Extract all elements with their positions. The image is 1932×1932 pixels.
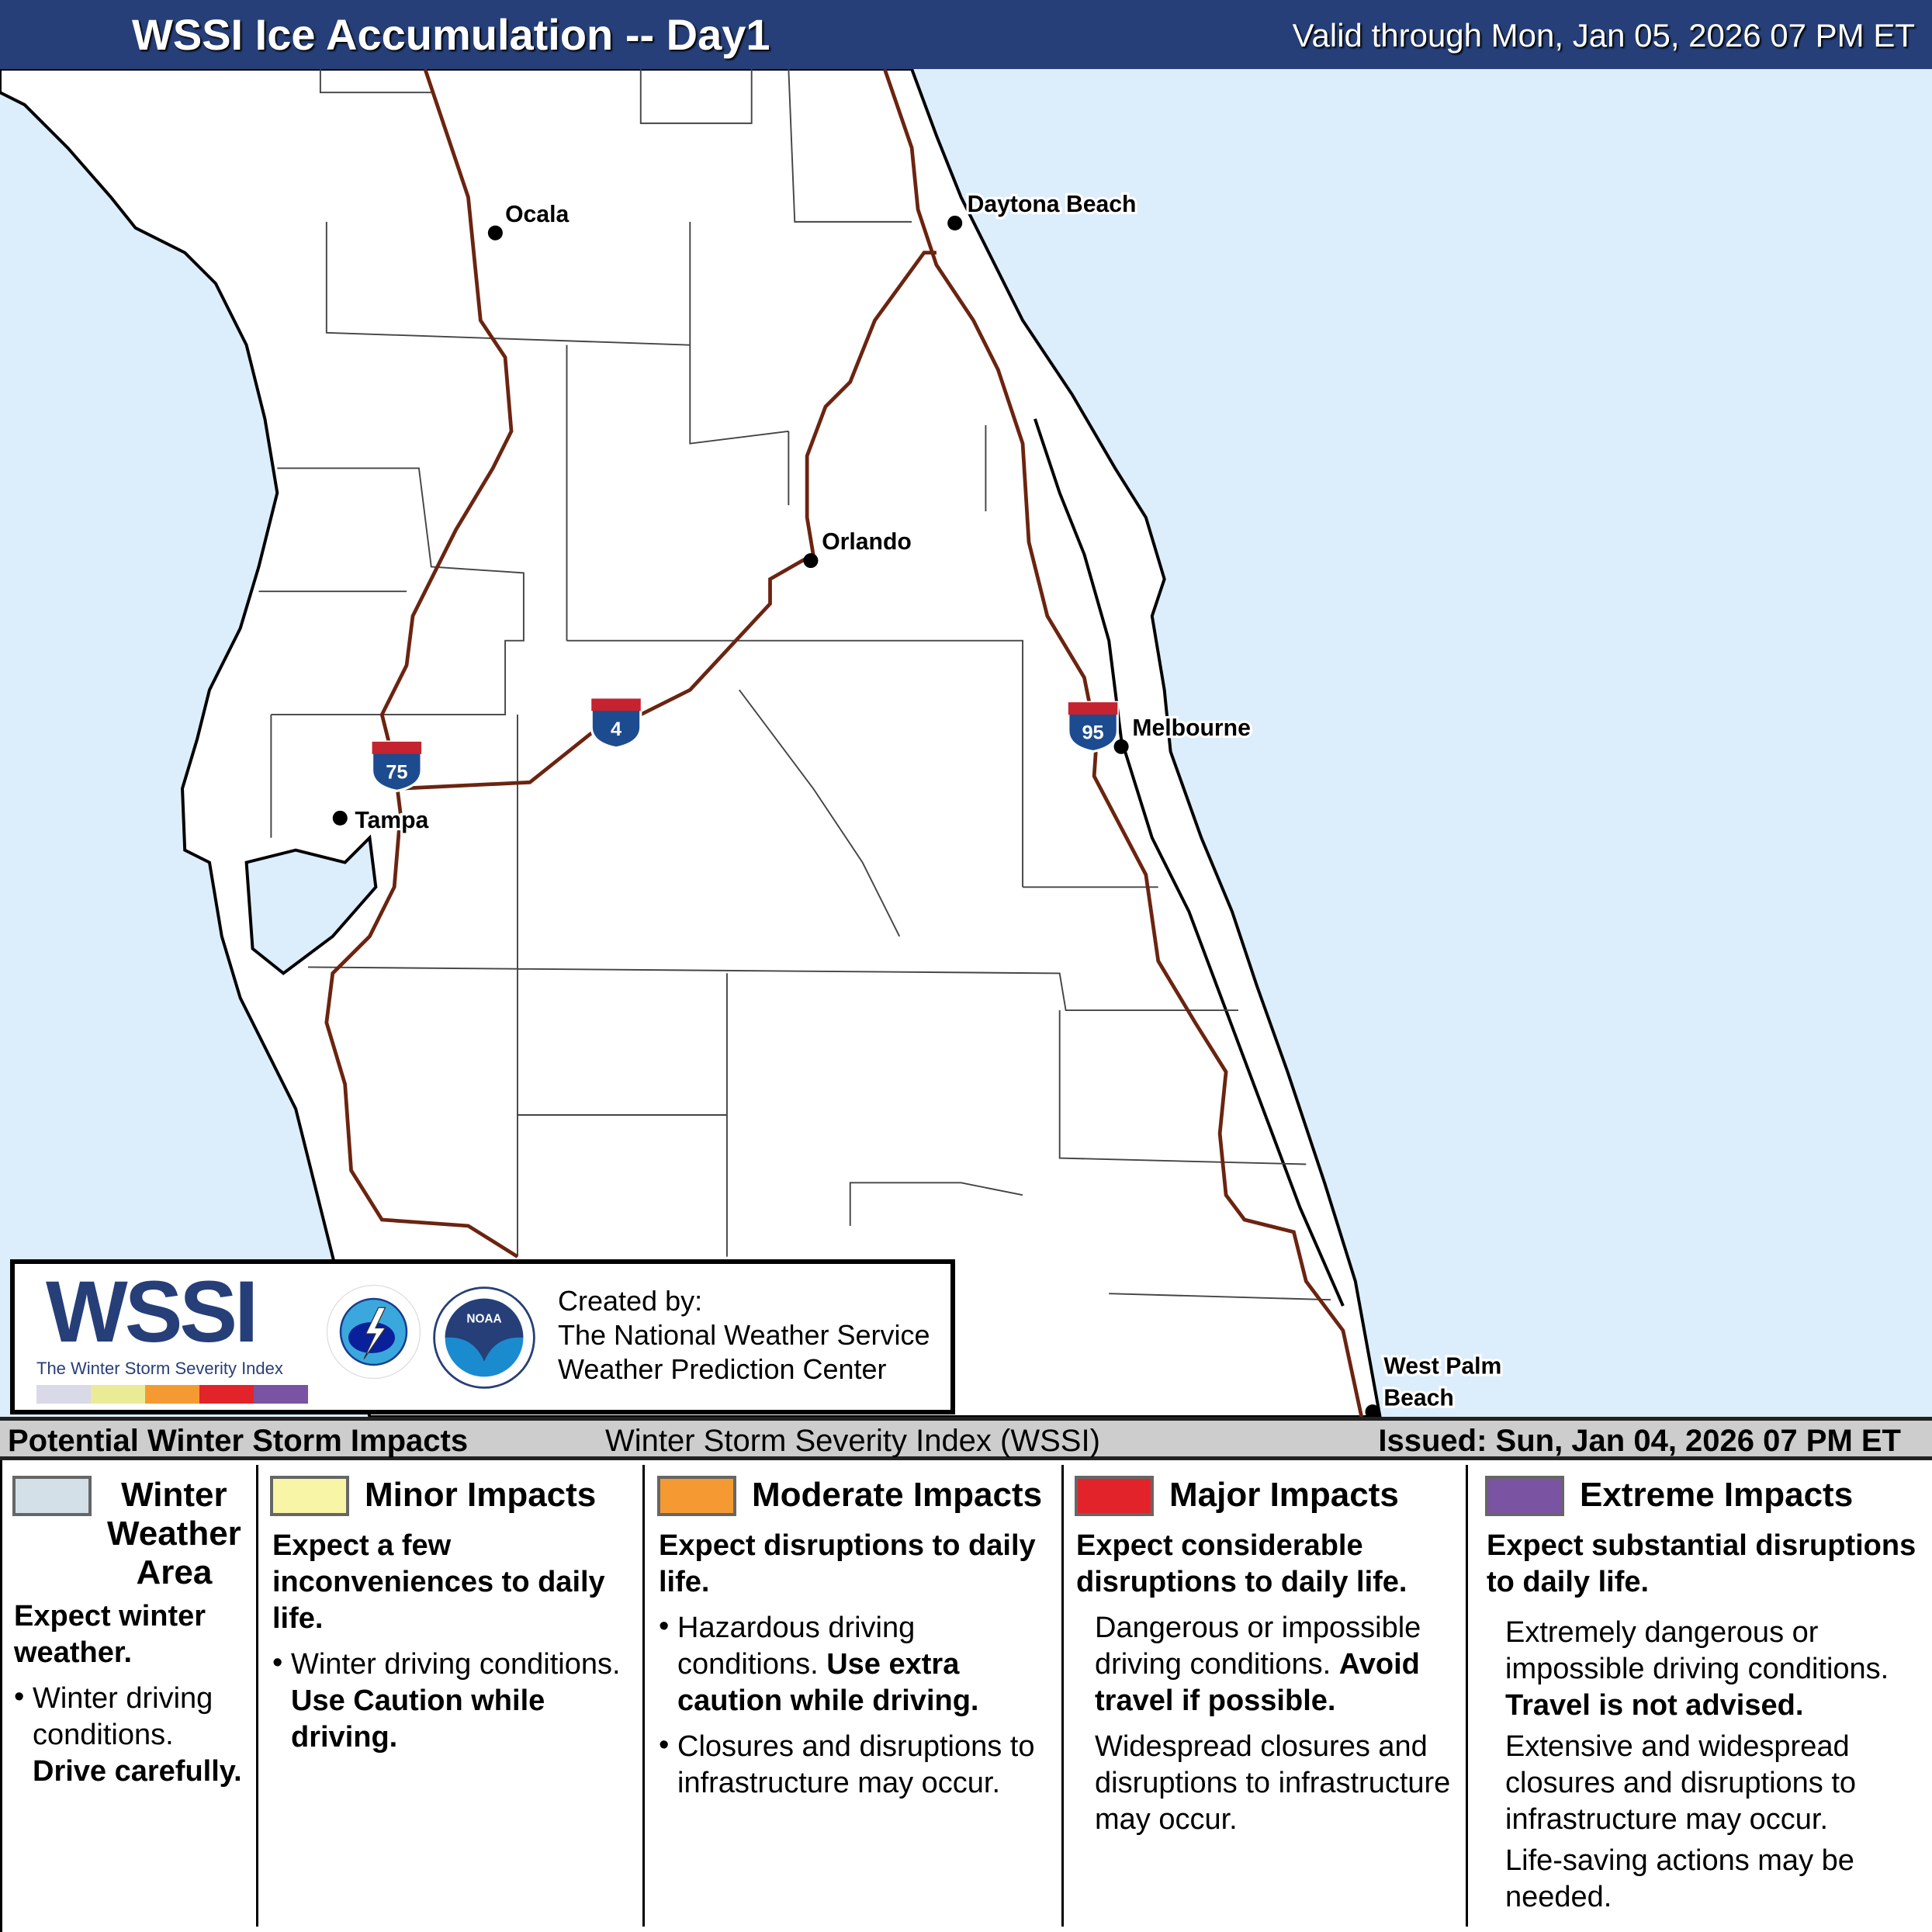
legend-text: Life-saving actions may be needed. [1505, 1844, 1854, 1913]
i4-label: 4 [611, 718, 621, 740]
city-dot-ocala [487, 225, 503, 241]
legend-bullet: Closures and disruptions to infrastructu… [659, 1727, 1047, 1802]
legend-bullet: Winter driving conditions. Use Caution w… [272, 1645, 637, 1756]
legend-bullet: Winter driving conditions.Drive carefull… [14, 1679, 254, 1790]
map: 75 4 95 Ocala Daytona Beach Orlando Melb… [0, 69, 1932, 1417]
wssi-color-bar [36, 1385, 308, 1404]
city-orlando: Orlando [822, 529, 912, 555]
i95-shield: 95 [1067, 701, 1119, 753]
city-dot-west-palm [1365, 1404, 1380, 1417]
i4-shield: 4 [590, 697, 642, 750]
city-dot-melbourne [1113, 739, 1129, 754]
city-dot-daytona [947, 215, 963, 230]
city-dot-orlando [803, 552, 819, 569]
legend-lead: Expect considerable disruptions to daily… [1076, 1529, 1407, 1598]
legend-text: Extremely dangerous or impossible drivin… [1505, 1616, 1889, 1722]
legend-text: Dangerous or impossible driving conditio… [1095, 1612, 1421, 1717]
created-by: Created by: The National Weather Service… [558, 1284, 930, 1387]
legend-lead: Expect a few inconveniences to daily lif… [272, 1529, 605, 1635]
county-lines [258, 69, 1331, 1301]
legend-swatch [270, 1476, 349, 1516]
legend-title: Winter Weather Area [107, 1476, 241, 1591]
created-by-org2: Weather Prediction Center [558, 1353, 887, 1385]
impact-legend: Winter Weather Area Expect winter weather.… [0, 1460, 1932, 1932]
legend-major-impacts: Major Impacts Expect considerable disrup… [1064, 1460, 1466, 1932]
valid-time: Valid through Mon, Jan 05, 2026 07 PM ET [1292, 17, 1915, 54]
legend-header-title: Potential Winter Storm Impacts [8, 1424, 469, 1458]
legend-lead: Expect substantial disruptions to daily … [1487, 1529, 1916, 1598]
legend-swatch [1485, 1476, 1564, 1516]
indian-river-lagoon [1034, 418, 1345, 1307]
legend-winter-weather-area: Winter Weather Area Expect winter weather.… [2, 1460, 256, 1932]
legend-lead: Expect disruptions to daily life. [659, 1529, 1036, 1598]
legend-swatch [657, 1476, 736, 1516]
i75-shield: 75 [370, 740, 423, 793]
legend-minor-impacts: Minor Impacts Expect a few inconvenience… [258, 1460, 642, 1932]
nws-logo-icon [326, 1284, 421, 1380]
i75-route [324, 69, 519, 1259]
city-dot-tampa [332, 810, 348, 826]
wssi-subtitle: The Winter Storm Severity Index [36, 1359, 283, 1378]
legend-bullet: Hazardous driving conditions. Use extra … [659, 1608, 1047, 1719]
legend-title: Moderate Impacts [752, 1476, 1043, 1514]
issued-time: Issued: Sun, Jan 04, 2026 07 PM ET [1378, 1424, 1901, 1458]
cities: Ocala Daytona Beach Orlando Melbourne Ta… [332, 189, 1504, 1417]
legend-swatch [12, 1476, 92, 1516]
header-bar: WSSI Ice Accumulation -- Day1 Valid thro… [0, 0, 1932, 69]
city-melbourne: Melbourne [1132, 715, 1250, 741]
city-daytona-beach: Daytona Beach [968, 192, 1137, 217]
city-ocala: Ocala [505, 202, 569, 227]
credits-box: WSSI The Winter Storm Severity Index NOA… [10, 1259, 955, 1414]
map-title: WSSI Ice Accumulation -- Day1 [132, 10, 770, 59]
city-west-palm-beach-2: Beach [1383, 1386, 1454, 1411]
legend-title: Major Impacts [1169, 1476, 1399, 1514]
city-tampa: Tampa [355, 808, 428, 833]
i95-route [882, 69, 1364, 1417]
legend-divider [642, 1465, 645, 1927]
noaa-logo-icon: NOAA [433, 1286, 535, 1389]
created-by-label: Created by: [558, 1285, 703, 1317]
legend-moderate-impacts: Moderate Impacts Expect disruptions to d… [645, 1460, 1061, 1932]
legend-text: Extensive and widespread closures and di… [1505, 1730, 1857, 1836]
city-west-palm-beach-1: West Palm [1383, 1353, 1501, 1379]
i95-label: 95 [1082, 722, 1103, 744]
wssi-logo: WSSI [46, 1263, 258, 1360]
i75-label: 75 [386, 762, 407, 784]
noaa-text: NOAA [466, 1312, 501, 1325]
created-by-org1: The National Weather Service [558, 1319, 930, 1351]
legend-divider [1466, 1465, 1468, 1927]
legend-swatch [1075, 1476, 1154, 1516]
legend-header-bar: Potential Winter Storm Impacts Winter St… [0, 1417, 1932, 1460]
tampa-bay [244, 834, 378, 975]
legend-title: Extreme Impacts [1580, 1476, 1854, 1514]
legend-header-index: Winter Storm Severity Index (WSSI) [605, 1424, 1100, 1458]
legend-divider [1061, 1465, 1064, 1927]
legend-extreme-impacts: Extreme Impacts Expect substantial disru… [1468, 1460, 1932, 1932]
legend-divider [256, 1465, 258, 1927]
legend-title: Minor Impacts [365, 1476, 597, 1514]
legend-lead: Expect winter weather. [14, 1600, 206, 1669]
legend-text: Widespread closures and disruptions to i… [1095, 1730, 1451, 1836]
